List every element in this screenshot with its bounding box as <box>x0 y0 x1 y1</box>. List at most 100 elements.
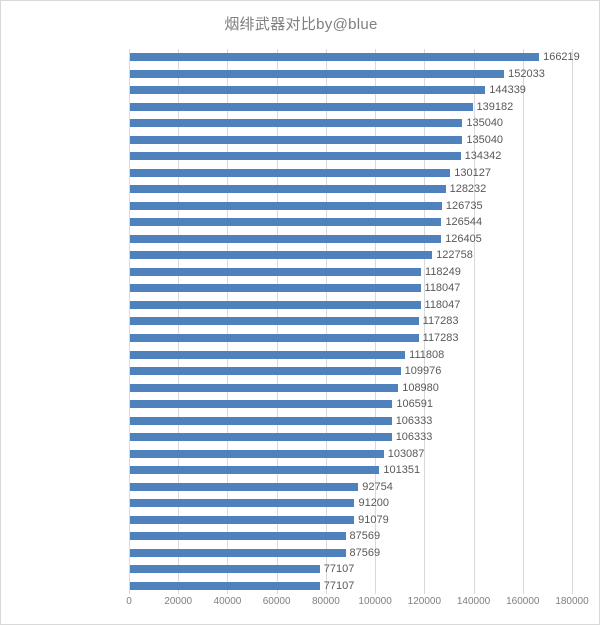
bar-value-label: 111808 <box>409 348 445 361</box>
bar-value-label: 108980 <box>402 381 439 394</box>
bar[interactable] <box>130 383 399 392</box>
bar-value-label: 139182 <box>476 100 514 113</box>
bar-value-label: 106591 <box>396 398 434 411</box>
bar-value-label: 77107 <box>323 563 355 576</box>
bar-row: 尘世之锁无盾5精135040 <box>129 132 572 149</box>
bar-row: 翡玉法球92754 <box>129 478 572 495</box>
bar-value-label: 101351 <box>383 464 421 477</box>
x-axis-tick-label: 40000 <box>213 596 242 607</box>
bar-value-label: 91079 <box>358 513 389 526</box>
bar-row: 黑岩绯玉C1层1精111808 <box>129 346 572 363</box>
bar-row: 黑岩绯玉C1层5精117283 <box>129 330 572 347</box>
bar-row: 黑岩绯玉C3层1精122758 <box>129 247 572 264</box>
bar-row: 流浪乐章106333 <box>129 412 572 429</box>
bar-row: 天空之卷1精126405 <box>129 231 572 248</box>
bar[interactable] <box>130 69 505 78</box>
bar-value-label: 144339 <box>489 84 526 97</box>
x-axis-tick-label: 100000 <box>358 596 392 607</box>
bar-row: 四风原典5精166219 <box>129 49 580 66</box>
bar[interactable] <box>130 482 359 491</box>
x-axis-tick-label: 20000 <box>164 596 193 607</box>
bar-value-label: 134342 <box>464 150 502 163</box>
bar-value-label: 103087 <box>387 447 425 460</box>
bar-value-label: 91200 <box>358 497 390 510</box>
bar[interactable] <box>130 251 433 260</box>
bar-value-label: 152033 <box>508 67 545 80</box>
bar[interactable] <box>130 548 346 557</box>
bar-row: 尘世之锁O1精118047 <box>129 297 572 314</box>
bar[interactable] <box>130 565 320 574</box>
bar-value-label: 117283 <box>422 315 459 328</box>
bar[interactable] <box>130 218 442 227</box>
bar-row: 讨龙英杰谭77107 <box>129 561 572 578</box>
bar[interactable] <box>130 334 419 342</box>
bar-row: 尘世之锁无盾1精126544 <box>129 214 572 231</box>
bar[interactable] <box>130 532 346 541</box>
chart-title: 烟绯武器对比by@blue <box>224 16 378 33</box>
bar-row: 异世界行记77107 <box>129 577 572 594</box>
bar-value-label: 118047 <box>424 282 461 295</box>
bar[interactable] <box>130 350 406 359</box>
bar[interactable] <box>130 86 486 95</box>
x-axis-tick-label: 140000 <box>456 596 491 607</box>
bar-row: 宗室秘法录109976 <box>129 363 572 380</box>
bar-row: 忍冬之果103087 <box>129 445 572 462</box>
bar[interactable] <box>130 135 463 144</box>
x-axis: 0 20000 40000 60000 80000 100000 120000 140000 1… <box>126 596 588 612</box>
bar[interactable] <box>130 499 355 508</box>
bar[interactable] <box>130 300 421 309</box>
x-axis-tick-label: 0 <box>126 596 132 607</box>
y-axis-line <box>129 49 130 594</box>
bar-row: 黑岩绯玉0106333 <box>129 429 572 446</box>
gridline <box>522 49 524 594</box>
bar-row: 祭礼残章106591 <box>129 396 572 413</box>
bar[interactable] <box>130 449 384 458</box>
bar[interactable] <box>130 466 380 475</box>
bar-row: 匣里日月5精130127 <box>129 165 572 182</box>
bar-value-label: 126735 <box>445 199 483 212</box>
bar-row: 匣里日月1精118249 <box>129 264 572 281</box>
bar[interactable] <box>130 185 446 194</box>
bar[interactable] <box>130 267 422 276</box>
bar-value-label: 122758 <box>436 249 473 262</box>
bar[interactable] <box>130 400 393 409</box>
bar-value-label: 77107 <box>323 579 355 592</box>
bar-value-label: 106333 <box>395 414 433 427</box>
x-axis-tick-label: 120000 <box>407 596 442 607</box>
bar[interactable] <box>130 284 421 293</box>
bar[interactable] <box>130 168 451 177</box>
bar[interactable] <box>130 201 442 210</box>
bar[interactable] <box>130 367 401 376</box>
bar[interactable] <box>130 416 392 425</box>
x-axis-tick-label: 180000 <box>555 596 589 607</box>
bar-value-label: 87569 <box>349 530 381 543</box>
bar-value-label: 117283 <box>422 332 459 344</box>
bar-value-label: 130127 <box>454 166 491 179</box>
plot-area: 四风原典5精166219尘世之锁有盾5精152033四风原典1精144339黑岩… <box>129 49 580 594</box>
bar[interactable] <box>130 317 419 326</box>
bar-row: 黑岩绯玉C2层5精128232 <box>129 181 572 198</box>
bar-row: 黑岩绯玉C3层5精139182 <box>129 99 572 116</box>
bar[interactable] <box>130 515 355 524</box>
bar-value-label: 87569 <box>349 546 381 559</box>
bar[interactable] <box>130 152 461 161</box>
bar-value-label: 109976 <box>404 365 442 378</box>
bar-row: 甲级宝珏91079 <box>129 511 572 528</box>
x-axis-tick-label: 160000 <box>506 596 540 607</box>
bar-row: 昭心101351 <box>129 462 572 479</box>
bar-value-label: 128232 <box>449 183 487 196</box>
bar[interactable] <box>130 102 473 111</box>
bar[interactable] <box>130 119 463 128</box>
bar-value-label: 118249 <box>425 265 461 278</box>
bar[interactable] <box>130 581 320 590</box>
bar-row: 天空之卷5精134342 <box>129 148 572 165</box>
bar[interactable] <box>130 53 540 62</box>
bar[interactable] <box>130 433 392 442</box>
bar-row: 暗巷的酒与诗108980 <box>129 379 572 396</box>
bar-row: 四风原典1精144339 <box>129 82 572 99</box>
bar[interactable] <box>130 234 442 243</box>
bar-value-label: 166219 <box>543 51 580 64</box>
bar-row: 试作金珀87569 <box>129 528 572 545</box>
bar-value-label: 106333 <box>395 431 433 444</box>
